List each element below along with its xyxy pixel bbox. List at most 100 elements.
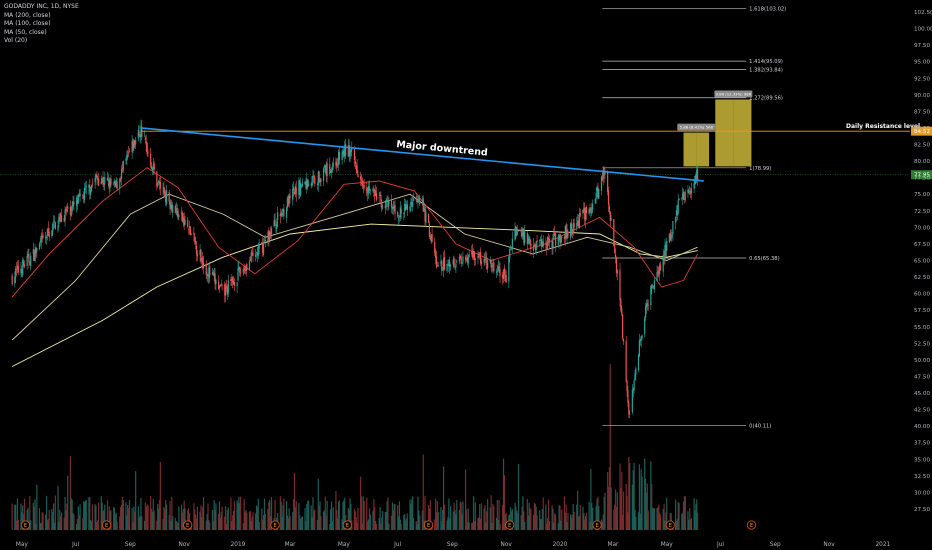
volume-bar xyxy=(341,519,343,530)
candle-body xyxy=(320,178,322,182)
y-tick-label: 55.00 xyxy=(914,325,930,331)
legend-symbol[interactable]: GODADDY INC, 1D, NYSE xyxy=(4,3,79,10)
volume-bars xyxy=(11,364,699,530)
candle-body xyxy=(415,198,417,201)
candle-body xyxy=(590,211,592,213)
volume-bar xyxy=(620,488,622,530)
volume-bar xyxy=(697,512,699,530)
candle-body xyxy=(54,222,56,230)
volume-bar xyxy=(75,523,78,530)
volume-bar xyxy=(400,523,402,530)
candle-body xyxy=(669,232,671,241)
candle-body xyxy=(472,251,475,258)
volume-bar xyxy=(217,513,220,530)
volume-bar xyxy=(15,504,17,530)
candle-body xyxy=(29,262,31,265)
price-axis[interactable]: 102.50 100.00 97.50 95.00 92.50 90.00 87.50 85.… xyxy=(914,10,932,513)
candle-body xyxy=(577,220,580,227)
candle-body xyxy=(394,205,396,214)
candle-body xyxy=(345,143,347,156)
volume-bar xyxy=(582,506,584,530)
target-box-label: 5.88 (8.41%) 508 xyxy=(680,125,714,130)
volume-bar xyxy=(289,516,291,530)
volume-bar xyxy=(406,513,408,530)
volume-bar xyxy=(386,501,388,530)
candle-body xyxy=(465,256,467,261)
volume-bar xyxy=(563,496,566,530)
candle-body xyxy=(683,198,685,200)
candle-body xyxy=(162,187,164,189)
candle-body xyxy=(423,207,425,211)
volume-bar xyxy=(281,516,283,530)
candle-body xyxy=(622,338,625,342)
legend-vol[interactable]: Vol (20) xyxy=(4,37,28,45)
candle-body xyxy=(268,230,270,241)
candle-body xyxy=(172,205,174,213)
candle-body xyxy=(521,232,523,237)
volume-bar xyxy=(114,514,116,530)
volume-bar xyxy=(603,497,605,530)
earnings-marker xyxy=(101,520,112,530)
candle-body xyxy=(91,183,94,185)
candle-body xyxy=(156,171,158,187)
legend-ma100[interactable]: MA (100, close) xyxy=(4,20,51,28)
candle-body xyxy=(233,282,236,286)
time-axis[interactable]: May Jul Sep Nov 2019 Mar May Jul Sep Nov 2020 Mar Ma… xyxy=(16,542,891,548)
earnings-marker xyxy=(592,520,602,530)
candle-body xyxy=(672,221,674,235)
legend-ma200[interactable]: MA (200, close) xyxy=(4,11,51,19)
candle-body xyxy=(375,190,377,196)
candle-body xyxy=(647,304,649,306)
volume-bar xyxy=(180,504,183,530)
volume-bar xyxy=(503,475,506,530)
volume-bar xyxy=(152,499,154,530)
volume-bar xyxy=(641,476,643,530)
candle-body xyxy=(638,340,640,357)
volume-bar xyxy=(583,513,585,530)
candle-body xyxy=(688,191,690,193)
volume-bar xyxy=(46,520,49,530)
legend-ma50[interactable]: MA (50, close) xyxy=(4,28,47,36)
volume-bar xyxy=(390,515,393,530)
candle-body xyxy=(489,260,491,264)
candle-body xyxy=(120,168,123,180)
volume-bar xyxy=(483,508,485,530)
candle-body xyxy=(323,166,326,168)
candle-body xyxy=(312,176,314,178)
candle-body xyxy=(165,194,167,203)
candle-body xyxy=(76,199,79,204)
candle-body xyxy=(442,258,445,270)
candle-body xyxy=(360,176,362,180)
volume-bar xyxy=(257,498,259,530)
candle-body xyxy=(450,265,452,267)
candle-body xyxy=(98,178,100,186)
candle-body xyxy=(425,212,427,223)
volume-bar xyxy=(299,515,301,530)
candle-body xyxy=(293,191,296,195)
volume-bar xyxy=(232,515,234,530)
candle-body xyxy=(150,154,152,166)
candle-body xyxy=(151,167,154,171)
candle-body xyxy=(545,243,547,245)
volume-bar xyxy=(422,454,424,530)
candle-body xyxy=(591,207,593,214)
candle-body xyxy=(23,261,25,265)
candle-body xyxy=(53,220,56,222)
candle-body xyxy=(338,152,341,161)
candle-body xyxy=(248,260,251,271)
volume-bar xyxy=(677,501,679,530)
volume-bar xyxy=(41,512,43,530)
candle-body xyxy=(659,264,661,275)
candle-body xyxy=(363,185,365,189)
y-tick-label: 37.50 xyxy=(914,441,930,447)
last-price-tag xyxy=(911,170,932,180)
volume-bar xyxy=(662,508,664,530)
volume-bar xyxy=(486,511,488,530)
volume-bar xyxy=(102,511,104,530)
volume-bar xyxy=(532,514,535,530)
candle-body xyxy=(16,265,19,269)
candle-body xyxy=(609,211,611,221)
volume-bar xyxy=(200,505,202,530)
volume-bar xyxy=(652,508,655,530)
